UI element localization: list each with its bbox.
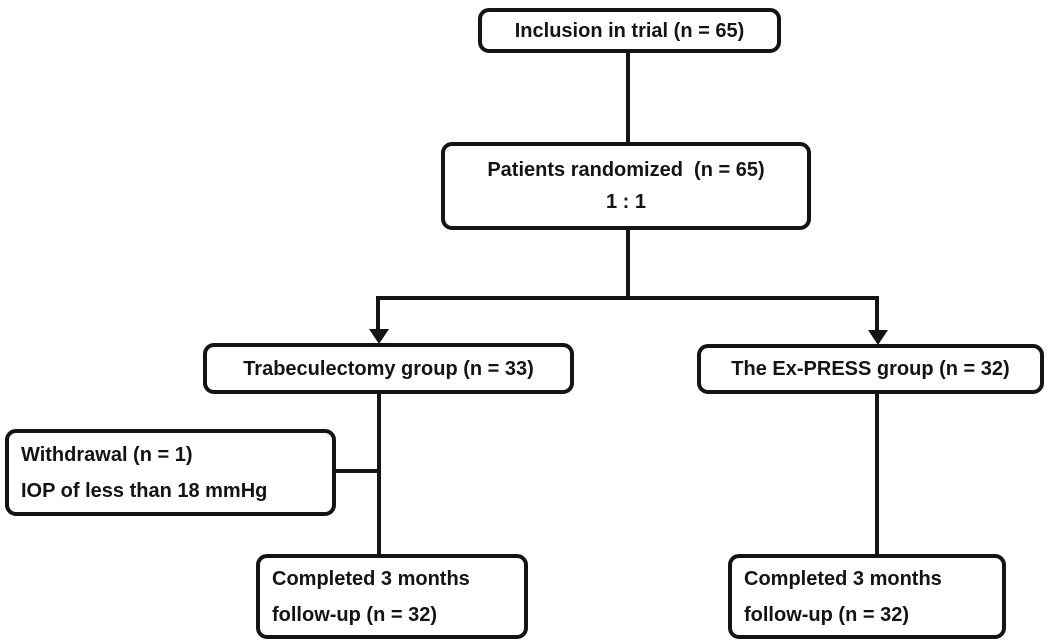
- completed-express-box: Completed 3 months follow-up (n = 32): [728, 554, 1006, 639]
- randomized-box: Patients randomized (n = 65) 1 : 1: [441, 142, 811, 230]
- express-group-box: The Ex-PRESS group (n = 32): [697, 344, 1044, 394]
- connector-branch-right-drop: [875, 298, 879, 332]
- connector-withdrawal-branch: [334, 469, 380, 473]
- trabeculectomy-group-label: Trabeculectomy group (n = 33): [243, 357, 534, 380]
- completed-trabeculectomy-box: Completed 3 months follow-up (n = 32): [256, 554, 528, 639]
- completed-express-line2: follow-up (n = 32): [744, 603, 909, 626]
- withdrawal-label-line1: Withdrawal (n = 1): [21, 443, 193, 466]
- connector-branch-left-drop: [376, 298, 380, 332]
- connector-randomized-branch-stem: [626, 228, 630, 298]
- inclusion-label: Inclusion in trial (n = 65): [514, 19, 745, 42]
- trabeculectomy-group-box: Trabeculectomy group (n = 33): [203, 343, 574, 394]
- connector-inclusion-randomized: [626, 50, 630, 144]
- inclusion-box: Inclusion in trial (n = 65): [478, 8, 781, 53]
- connector-express-completed: [875, 392, 879, 555]
- completed-trabeculectomy-line1: Completed 3 months: [272, 567, 470, 590]
- arrow-down-icon-right: [868, 330, 888, 345]
- connector-branch-horizontal: [376, 296, 879, 300]
- withdrawal-label-line2: IOP of less than 18 mmHg: [21, 479, 268, 502]
- connector-trabeculectomy-completed: [377, 392, 381, 555]
- randomized-label-line2: 1 : 1: [605, 191, 647, 213]
- arrow-down-icon-left: [369, 329, 389, 344]
- withdrawal-box: Withdrawal (n = 1) IOP of less than 18 m…: [5, 429, 336, 516]
- express-group-label: The Ex-PRESS group (n = 32): [731, 358, 1010, 380]
- completed-express-line1: Completed 3 months: [744, 567, 942, 590]
- randomized-label-line1: Patients randomized (n = 65): [487, 159, 765, 181]
- completed-trabeculectomy-line2: follow-up (n = 32): [272, 603, 437, 626]
